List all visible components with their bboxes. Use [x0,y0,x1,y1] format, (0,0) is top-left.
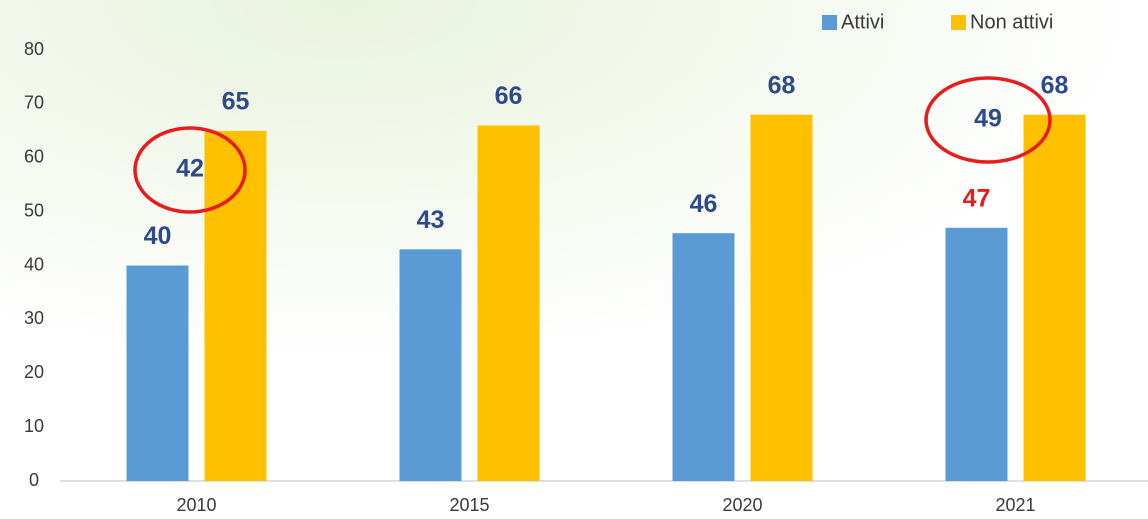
legend-swatch [822,15,837,30]
x-tick-label: 2021 [995,495,1035,515]
annotation-text: 49 [974,105,1002,133]
bar [126,265,189,481]
value-label: 47 [963,184,991,212]
value-label: 46 [690,190,718,218]
x-tick-label: 2020 [722,495,762,515]
annotation-circle [924,76,1052,164]
value-label: 65 [222,87,250,115]
value-label: 43 [417,206,445,234]
legend-label: Non attivi [970,11,1053,33]
legend-label: Attivi [841,11,884,33]
annotation-text: 42 [176,155,204,183]
y-tick-label: 0 [29,470,39,490]
y-tick-label: 20 [24,362,44,382]
bar [204,130,267,481]
y-tick-label: 50 [24,200,44,220]
x-tick-label: 2010 [176,495,216,515]
value-label: 66 [495,82,523,110]
y-tick-label: 40 [24,254,44,274]
legend-swatch [951,15,966,30]
bar [477,125,540,482]
y-tick-label: 30 [24,308,44,328]
y-tick-label: 10 [24,416,44,436]
bar [750,114,813,482]
y-tick-label: 60 [24,147,44,167]
bar [672,233,735,481]
value-label: 68 [1041,71,1069,99]
x-tick-label: 2015 [449,495,489,515]
y-tick-label: 80 [24,39,44,59]
value-label: 40 [144,222,172,250]
bar [1023,114,1086,482]
annotation-circle [133,126,247,214]
bar [399,249,462,481]
bar [945,227,1008,481]
value-label: 68 [768,71,796,99]
y-tick-label: 70 [24,93,44,113]
